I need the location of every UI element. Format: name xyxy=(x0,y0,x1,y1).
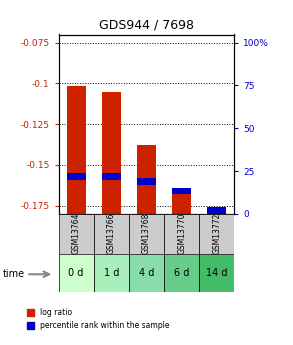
Bar xyxy=(94,254,129,292)
Title: GDS944 / 7698: GDS944 / 7698 xyxy=(99,19,194,32)
Text: GSM13768: GSM13768 xyxy=(142,213,151,254)
Bar xyxy=(59,214,94,254)
Bar xyxy=(137,145,156,214)
Bar xyxy=(199,254,234,292)
Bar xyxy=(199,214,234,254)
Bar xyxy=(129,214,164,254)
Text: GSM13766: GSM13766 xyxy=(107,213,116,255)
Text: 4 d: 4 d xyxy=(139,268,154,277)
Bar xyxy=(67,86,86,214)
Text: 0 d: 0 d xyxy=(69,268,84,277)
Bar xyxy=(164,254,199,292)
Text: time: time xyxy=(3,269,25,279)
Bar xyxy=(172,194,191,214)
Text: GSM13764: GSM13764 xyxy=(72,213,81,255)
Bar xyxy=(67,173,86,180)
Text: 6 d: 6 d xyxy=(174,268,189,277)
Bar xyxy=(102,91,121,214)
Bar xyxy=(129,254,164,292)
Text: GSM13772: GSM13772 xyxy=(212,213,221,254)
Bar xyxy=(172,188,191,194)
Bar xyxy=(207,207,226,214)
Bar xyxy=(207,210,226,214)
Text: 14 d: 14 d xyxy=(206,268,228,277)
Text: 1 d: 1 d xyxy=(104,268,119,277)
Text: GSM13770: GSM13770 xyxy=(177,213,186,255)
Bar xyxy=(102,173,121,180)
Bar xyxy=(59,254,94,292)
Bar xyxy=(137,178,156,185)
Legend: log ratio, percentile rank within the sample: log ratio, percentile rank within the sa… xyxy=(27,308,170,330)
Bar xyxy=(164,214,199,254)
Bar xyxy=(94,214,129,254)
